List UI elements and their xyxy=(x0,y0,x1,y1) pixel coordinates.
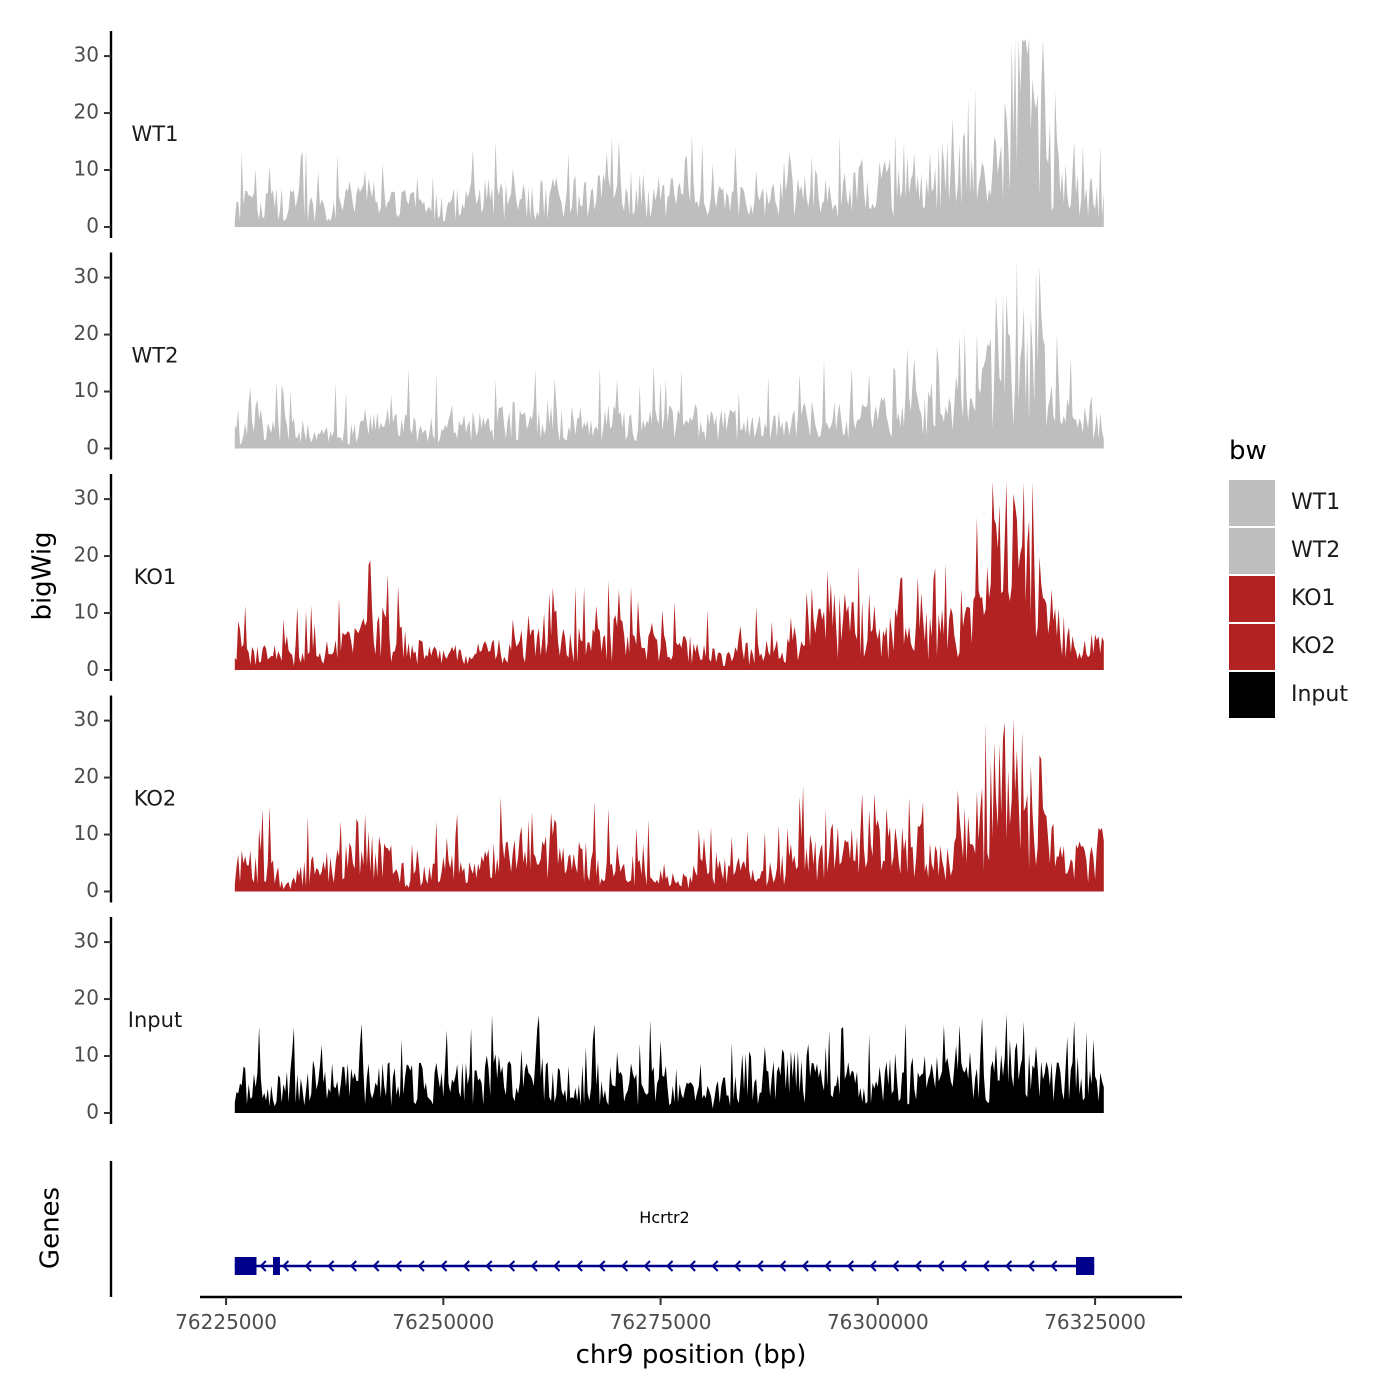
legend-key-wt2 xyxy=(1229,528,1275,574)
strand-arrow xyxy=(417,1260,425,1272)
y-tick-label: 10 xyxy=(74,1043,99,1067)
coverage-area-ko1 xyxy=(234,482,1104,670)
strand-arrow xyxy=(462,1260,470,1272)
legend-title: bw xyxy=(1229,436,1267,466)
y-tick-label: 0 xyxy=(86,657,99,681)
legend-key-ko2 xyxy=(1229,624,1275,670)
strand-arrow xyxy=(349,1260,357,1272)
gene-exon xyxy=(234,1257,257,1275)
gene-track-y-axis-title: Genes xyxy=(36,1187,66,1269)
legend-label-wt2: WT2 xyxy=(1291,538,1340,563)
strand-arrow xyxy=(327,1260,335,1272)
strand-arrow xyxy=(666,1260,674,1272)
x-axis: chr9 position (bp) 76225000 76250000 76275… xyxy=(175,1295,1182,1370)
track-label-wt1: WT1 xyxy=(132,122,179,146)
strand-arrow xyxy=(553,1260,561,1272)
legend: bw WT1 WT2 KO1 KO2 Input xyxy=(1229,436,1348,718)
strand-arrow xyxy=(688,1260,696,1272)
x-tick-label: 76300000 xyxy=(827,1310,929,1334)
y-tick-label: 30 xyxy=(74,43,99,67)
coverage-area-ko2 xyxy=(234,719,1104,892)
strand-arrow xyxy=(394,1260,403,1272)
y-tick-label: 20 xyxy=(74,321,99,345)
track-ko2: 0 10 20 30 KO2 xyxy=(74,695,1104,903)
track-label-input: Input xyxy=(128,1008,182,1032)
x-tick-label: 76250000 xyxy=(392,1310,494,1334)
legend-label-ko2: KO2 xyxy=(1291,634,1336,659)
legend-label-input: Input xyxy=(1291,682,1348,707)
y-tick-label: 20 xyxy=(74,986,99,1010)
strand-arrow xyxy=(1005,1260,1013,1272)
strand-arrow xyxy=(259,1260,267,1272)
strand-arrow xyxy=(914,1260,922,1272)
coverage-area-input xyxy=(234,1013,1104,1113)
legend-label-ko1: KO1 xyxy=(1291,586,1336,611)
strand-arrow xyxy=(575,1260,583,1272)
y-axis-title-bigwig: bigWig xyxy=(28,531,58,620)
y-tick-label: 30 xyxy=(74,486,99,510)
strand-arrow xyxy=(485,1260,493,1272)
legend-key-ko1 xyxy=(1229,576,1275,622)
strand-arrow xyxy=(824,1260,832,1272)
coverage-area-wt2 xyxy=(234,260,1104,449)
track-label-ko1: KO1 xyxy=(134,565,177,589)
strand-arrow xyxy=(372,1260,380,1272)
x-tick-label: 76325000 xyxy=(1044,1310,1146,1334)
strand-arrow xyxy=(982,1260,990,1272)
strand-arrow xyxy=(779,1260,787,1272)
strand-arrow xyxy=(959,1260,967,1272)
strand-arrow xyxy=(440,1260,448,1272)
strand-arrow xyxy=(756,1260,764,1272)
y-tick-label: 0 xyxy=(86,1100,99,1124)
y-tick-label: 10 xyxy=(74,157,99,181)
coverage-area-wt1 xyxy=(234,39,1104,227)
track-input: 0 10 20 30 Input xyxy=(74,917,1104,1124)
y-tick-label: 0 xyxy=(86,878,99,902)
strand-arrow xyxy=(1050,1260,1058,1272)
strand-arrow xyxy=(643,1260,651,1272)
strand-arrow xyxy=(598,1260,606,1272)
x-tick-label: 76275000 xyxy=(610,1310,712,1334)
legend-key-input xyxy=(1229,672,1275,718)
gene-exon xyxy=(272,1257,280,1275)
strand-arrow xyxy=(801,1260,809,1272)
gene-name-label: Hcrtr2 xyxy=(639,1208,689,1227)
track-label-wt2: WT2 xyxy=(132,344,179,368)
y-tick-label: 30 xyxy=(74,929,99,953)
strand-arrow xyxy=(282,1260,290,1272)
strand-arrow xyxy=(711,1260,719,1272)
x-axis-title: chr9 position (bp) xyxy=(576,1340,807,1370)
y-tick-label: 10 xyxy=(74,378,99,402)
strand-arrow xyxy=(892,1260,900,1272)
strand-arrow xyxy=(507,1260,516,1272)
strand-arrow xyxy=(530,1260,538,1272)
legend-key-wt1 xyxy=(1229,480,1275,526)
strand-arrow xyxy=(1027,1260,1035,1272)
y-tick-label: 20 xyxy=(74,764,99,788)
bigwig-tracks: 0 10 20 30 WT1 0 10 20 30 WT2 0 10 20 30 KO1 0 10 20 30 KO2… xyxy=(74,31,1104,1124)
gene-track: Genes Hcrtr2 xyxy=(36,1161,1095,1297)
y-tick-label: 20 xyxy=(74,543,99,567)
strand-arrow xyxy=(846,1260,855,1272)
y-tick-label: 20 xyxy=(74,100,99,124)
strand-arrow xyxy=(937,1260,945,1272)
y-tick-label: 0 xyxy=(86,214,99,238)
track-ko1: 0 10 20 30 KO1 xyxy=(74,474,1104,681)
strand-arrow xyxy=(304,1260,312,1272)
strand-arrow xyxy=(620,1260,629,1272)
strand-arrow xyxy=(733,1260,742,1272)
legend-label-wt1: WT1 xyxy=(1291,490,1340,515)
y-tick-label: 30 xyxy=(74,264,99,288)
track-label-ko2: KO2 xyxy=(134,787,177,811)
track-wt1: 0 10 20 30 WT1 xyxy=(74,31,1104,238)
track-wt2: 0 10 20 30 WT2 xyxy=(74,252,1104,460)
x-tick-label: 76225000 xyxy=(175,1310,277,1334)
y-tick-label: 10 xyxy=(74,600,99,624)
y-tick-label: 10 xyxy=(74,821,99,845)
y-tick-label: 0 xyxy=(86,435,99,459)
gene-exon xyxy=(1075,1257,1095,1275)
y-tick-label: 30 xyxy=(74,707,99,731)
strand-arrow xyxy=(869,1260,877,1272)
